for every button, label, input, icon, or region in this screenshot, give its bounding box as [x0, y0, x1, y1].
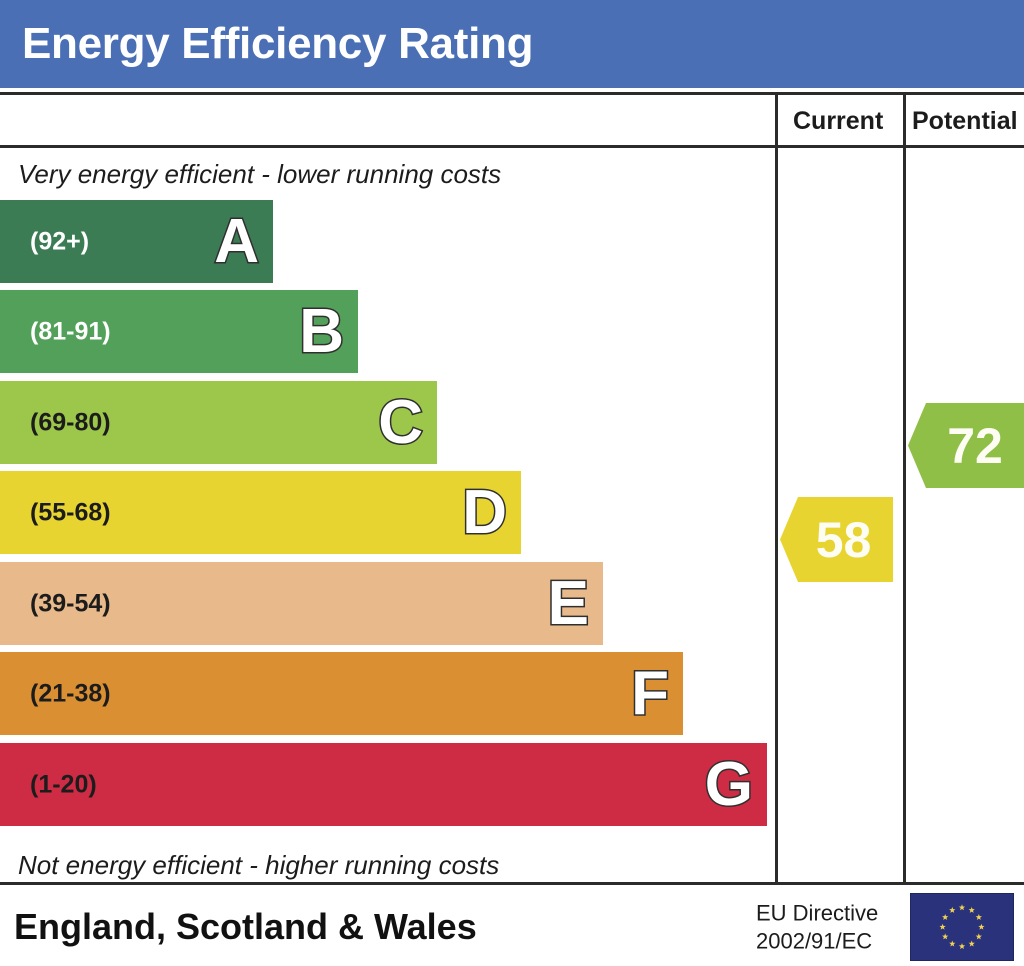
rating-band-d: (55-68) D	[0, 471, 521, 554]
caption-top: Very energy efficient - lower running co…	[18, 159, 502, 189]
band-letter: G	[703, 749, 754, 819]
header-divider	[0, 145, 1024, 148]
column-header-current: Current	[793, 107, 884, 135]
band-range-label: (69-80)	[30, 408, 111, 436]
potential-rating-value: 72	[947, 417, 1003, 474]
band-letter: F	[630, 658, 671, 728]
rating-band-e: (39-54) E	[0, 562, 603, 645]
band-range-label: (21-38)	[30, 679, 111, 707]
band-letter: C	[377, 387, 425, 457]
current-rating-marker: 58	[780, 497, 893, 582]
band-letter: D	[461, 477, 509, 547]
rating-band-f: (21-38) F	[0, 652, 683, 735]
current-column-divider	[775, 92, 778, 885]
chart-frame	[0, 92, 1024, 885]
rating-band-a: (92+) A	[0, 200, 273, 283]
footer-region-label: England, Scotland & Wales	[14, 906, 477, 947]
caption-bottom: Not energy efficient - higher running co…	[18, 850, 500, 880]
potential-rating-marker: 72	[908, 403, 1024, 488]
chart-title-bar: Energy Efficiency Rating	[0, 0, 1024, 88]
band-range-label: (55-68)	[30, 498, 111, 526]
rating-band-b: (81-91) B	[0, 290, 358, 373]
band-range-label: (81-91)	[30, 317, 111, 345]
band-letter: A	[213, 206, 261, 276]
chart-footer: England, Scotland & Wales EU Directive 2…	[0, 888, 1024, 966]
current-rating-value: 58	[815, 511, 872, 568]
footer-directive: EU Directive 2002/91/EC	[756, 900, 878, 955]
potential-column-divider	[903, 92, 906, 885]
eu-flag-icon	[910, 893, 1014, 961]
band-range-label: (92+)	[30, 227, 90, 255]
footer-directive-line1: EU Directive	[756, 900, 879, 926]
band-letter: B	[298, 296, 346, 366]
band-range-label: (39-54)	[30, 589, 111, 617]
rating-band-g: (1-20) G	[0, 743, 767, 826]
rating-band-c: (69-80) C	[0, 381, 437, 464]
footer-directive-line2: 2002/91/EC	[756, 928, 873, 953]
band-letter: E	[546, 568, 590, 638]
band-range-label: (1-20)	[30, 770, 97, 798]
column-header-potential: Potential	[912, 107, 1018, 135]
page-title: Energy Efficiency Rating	[22, 19, 534, 68]
rating-bands: (92+) A (81-91) B (69-80) C (55-68) D (39-54) E (2…	[0, 200, 767, 826]
